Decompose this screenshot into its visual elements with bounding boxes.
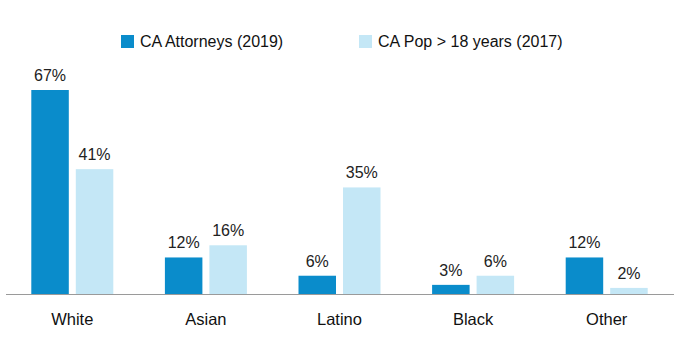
data-label: 12% — [568, 234, 600, 251]
data-label: 67% — [34, 67, 66, 84]
legend: CA Attorneys (2019) CA Pop > 18 years (20… — [121, 33, 563, 50]
bar — [343, 187, 381, 294]
chart-container: 67% 41% 12% 16% 6% 35% 3% 6% 12% 2% White Asian Lati… — [0, 0, 680, 339]
chart: 67% 41% 12% 16% 6% 35% 3% 6% 12% 2% White Asian Lati… — [0, 0, 680, 339]
category-label: Asian — [185, 310, 226, 328]
bar — [299, 276, 337, 294]
data-label: 3% — [439, 262, 462, 279]
bar — [165, 257, 203, 294]
bar — [209, 245, 247, 294]
data-label: 16% — [212, 222, 244, 239]
data-label: 35% — [346, 164, 378, 181]
data-label: 12% — [168, 234, 200, 251]
category-label: White — [51, 310, 93, 328]
category-label: Other — [586, 310, 628, 328]
data-label: 41% — [79, 146, 111, 163]
bars — [31, 90, 647, 294]
bar — [610, 288, 648, 294]
data-label: 6% — [306, 253, 329, 270]
bar — [31, 90, 69, 294]
bar — [477, 276, 514, 294]
data-labels: 67% 41% 12% 16% 6% 35% 3% 6% 12% 2% — [34, 67, 640, 282]
category-label: Black — [453, 310, 494, 328]
bar — [432, 285, 470, 294]
legend-label: CA Pop > 18 years (2017) — [378, 33, 563, 50]
bar — [76, 169, 114, 294]
data-label: 6% — [484, 253, 507, 270]
bar — [566, 257, 604, 294]
legend-swatch — [359, 35, 372, 48]
category-label: Latino — [317, 310, 362, 328]
data-label: 2% — [617, 265, 640, 282]
x-axis-line — [6, 294, 674, 295]
legend-label: CA Attorneys (2019) — [140, 33, 283, 50]
legend-swatch — [121, 35, 134, 48]
